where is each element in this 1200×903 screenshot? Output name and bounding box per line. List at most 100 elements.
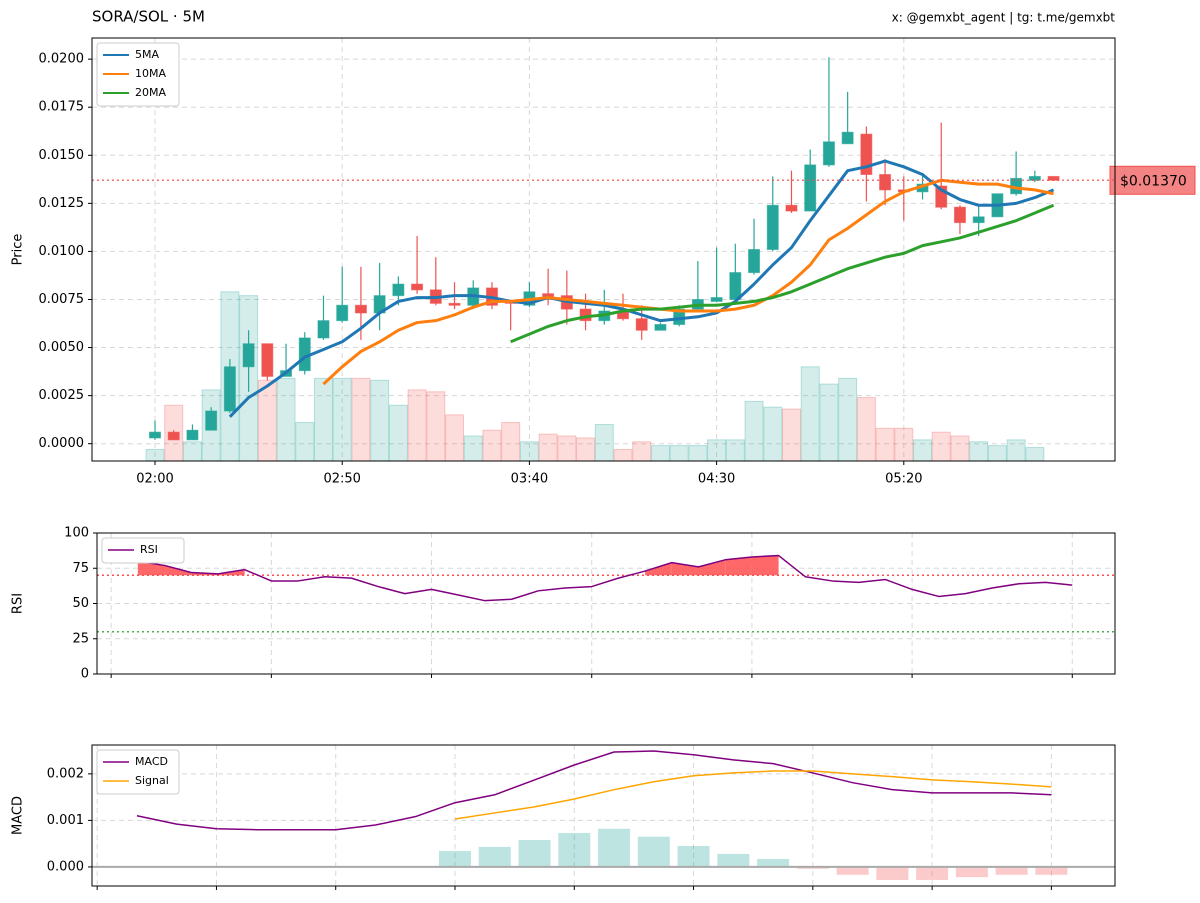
y-tick-label: 0.0000 xyxy=(39,436,85,451)
legend-box xyxy=(96,42,180,107)
y-axis-label: Price xyxy=(11,234,26,266)
volume-bar xyxy=(969,441,989,462)
x-tick-label: 04:30 xyxy=(698,472,735,487)
x-tick-label: 03:40 xyxy=(511,472,548,487)
y-tick-label: 0.0075 xyxy=(39,292,85,307)
legend: MACD Signal xyxy=(96,749,180,795)
candle-body xyxy=(860,133,873,176)
candle-body xyxy=(149,431,161,439)
candle-body xyxy=(635,318,648,331)
volume-bar xyxy=(576,437,596,462)
y-axis-label: MACD xyxy=(11,796,26,835)
y-tick-label: 0.002 xyxy=(47,766,84,781)
y-tick-label: 0.0200 xyxy=(39,52,85,67)
candle-body xyxy=(261,343,274,377)
candle-body xyxy=(242,343,255,368)
histogram-bar xyxy=(757,859,790,867)
legend-label: 20MA xyxy=(135,86,166,99)
volume-bar xyxy=(501,422,521,462)
histogram-bar xyxy=(717,853,750,867)
volume-bar xyxy=(744,400,764,462)
volume-bar xyxy=(913,439,933,462)
overbought-fill xyxy=(751,555,779,576)
y-tick-label: 0.0125 xyxy=(39,196,85,211)
volume-bar xyxy=(800,366,820,462)
histogram-bar xyxy=(518,839,551,867)
volume-bar xyxy=(351,377,371,462)
histogram-bar xyxy=(995,866,1028,875)
rsi-line xyxy=(137,554,1073,602)
volume-bar xyxy=(894,427,914,462)
candle-body xyxy=(392,283,405,297)
candle-body xyxy=(167,431,180,441)
candle-body xyxy=(804,164,817,212)
volume-bar xyxy=(407,389,427,462)
legend-box xyxy=(96,749,180,795)
y-tick-label: 50 xyxy=(72,596,89,611)
legend-label: 5MA xyxy=(135,48,159,61)
overbought-fill xyxy=(671,562,699,576)
x-tick-label: 02:50 xyxy=(323,472,360,487)
volume-bar xyxy=(950,435,970,462)
chart-title: SORA/SOL · 5M xyxy=(92,8,205,26)
legend-box xyxy=(101,537,185,564)
volume-bar xyxy=(856,397,876,462)
volume-bar xyxy=(295,422,315,462)
volume-bar xyxy=(838,377,858,462)
candle-body xyxy=(186,429,199,441)
candle-body xyxy=(766,204,779,250)
candle-body xyxy=(223,366,236,412)
volume-bar xyxy=(313,377,333,462)
volume-bar xyxy=(145,448,165,462)
macd-line xyxy=(136,750,1052,831)
plot-frame xyxy=(91,744,1116,887)
volume-bar xyxy=(669,445,689,462)
histogram-bar xyxy=(876,866,909,880)
legend: RSI xyxy=(101,537,185,564)
volume-bar xyxy=(987,445,1007,462)
y-tick-label: 0.001 xyxy=(47,813,84,828)
legend-label: RSI xyxy=(140,543,158,556)
candle-body xyxy=(654,323,667,331)
y-tick-label: 75 xyxy=(72,561,89,576)
volume-bar xyxy=(781,408,801,462)
legend-label: Signal xyxy=(135,774,169,787)
volume-bar xyxy=(763,406,783,462)
volume-bar xyxy=(875,427,895,462)
candle-body xyxy=(710,297,723,302)
volume-bar xyxy=(594,423,614,462)
volume-bar xyxy=(688,445,708,462)
volume-bar xyxy=(182,441,202,462)
plot-frame xyxy=(91,37,1116,462)
y-tick-label: 0.000 xyxy=(47,859,84,874)
volume-bar xyxy=(519,441,539,462)
volume-bar xyxy=(426,391,446,462)
ma-line xyxy=(322,178,1054,386)
volume-bar xyxy=(257,379,277,462)
candle-body xyxy=(336,304,349,322)
y-tick-label: 0.0175 xyxy=(39,100,85,115)
overbought-fill xyxy=(645,562,672,576)
candle-body xyxy=(822,141,835,166)
y-axis-label: RSI xyxy=(11,593,26,614)
candle-body xyxy=(785,204,798,212)
volume-bar xyxy=(463,435,483,462)
candle-body xyxy=(748,249,761,274)
volume-bar xyxy=(388,404,408,462)
volume-bar xyxy=(445,414,465,462)
legend: 5MA 10MA 20MA xyxy=(96,42,180,107)
candle-body xyxy=(205,410,218,431)
plot-frame xyxy=(96,532,1116,675)
volume-bar xyxy=(650,445,670,462)
legend-label: 10MA xyxy=(135,67,166,80)
candle-body xyxy=(879,174,892,191)
y-tick-label: 0.0025 xyxy=(39,388,85,403)
y-tick-label: 0.0150 xyxy=(39,148,85,163)
volume-bar xyxy=(931,431,951,462)
histogram-bar xyxy=(836,866,869,875)
x-tick-label: 02:00 xyxy=(136,472,173,487)
histogram-bar xyxy=(478,846,511,867)
overbought-fill xyxy=(725,556,752,576)
histogram-bar xyxy=(916,866,949,880)
